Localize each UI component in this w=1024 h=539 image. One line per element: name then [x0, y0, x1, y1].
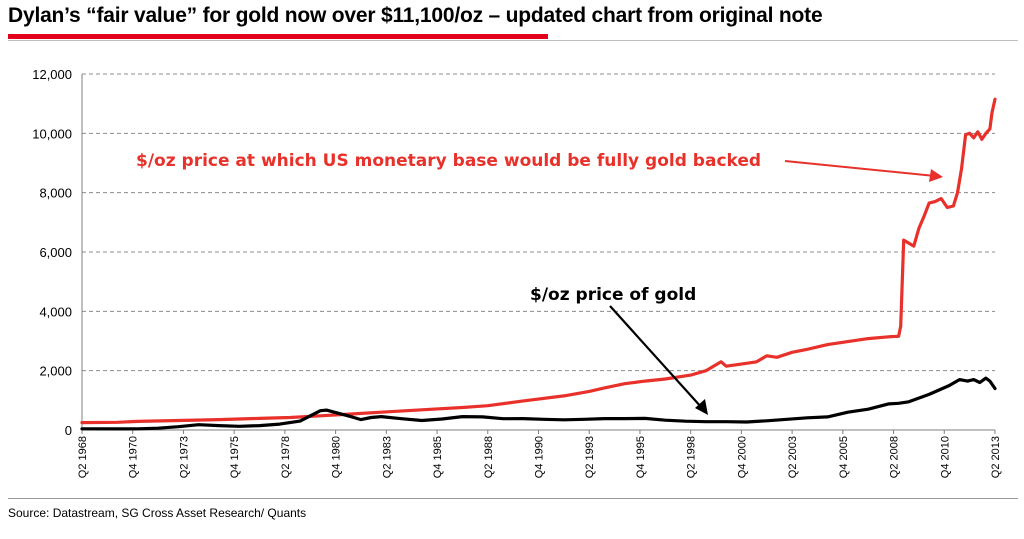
series-line-gold — [80, 376, 997, 431]
x-tick-label: Q2 1988 — [483, 436, 495, 478]
x-tick-label: Q4 2005 — [838, 436, 850, 478]
chart-title: Dylan’s “fair value” for gold now over $… — [8, 4, 823, 27]
title-divider — [8, 40, 1018, 41]
y-tick-label: 4,000 — [39, 304, 72, 319]
x-tick-label: Q2 1998 — [686, 436, 698, 478]
x-tick-label: Q2 1968 — [77, 436, 89, 478]
source-divider — [8, 498, 1018, 499]
x-tick-label: Q2 2003 — [787, 436, 799, 478]
y-tick-label: 12,000 — [32, 67, 72, 82]
x-tick-label: Q4 2010 — [939, 436, 951, 478]
y-tick-label: 10,000 — [32, 126, 72, 141]
x-tick-label: Q2 1993 — [584, 436, 596, 478]
annotation-fair-value: $/oz price at which US monetary base wou… — [136, 151, 761, 171]
x-tick-label: Q4 1975 — [229, 436, 241, 478]
y-tick-label: 2,000 — [39, 364, 72, 379]
y-tick-label: 0 — [65, 423, 72, 438]
x-tick-label: Q4 1990 — [534, 436, 546, 478]
series-group — [80, 97, 997, 431]
x-axis-ticks: Q2 1968 Q4 1970 Q2 1973 Q4 1975 Q2 1978 Q4 19… — [77, 430, 1002, 478]
y-axis-ticks: 0 2,000 4,000 6,000 8,000 10,000 12,000 — [32, 67, 72, 438]
x-tick-label: Q2 1973 — [178, 436, 190, 478]
annotation-fair-value-arrow — [784, 160, 936, 177]
y-tick-label: 6,000 — [39, 245, 72, 260]
annotation-fair-value-arrowhead — [929, 169, 943, 182]
annotation-gold-arrowhead — [695, 399, 708, 415]
x-tick-label: Q4 1980 — [331, 436, 343, 478]
y-tick-label: 8,000 — [39, 186, 72, 201]
x-tick-label: Q4 1985 — [432, 436, 444, 478]
x-tick-label: Q2 1978 — [280, 436, 292, 478]
annotation-gold-arrow — [609, 305, 703, 409]
x-tick-label: Q4 2000 — [736, 436, 748, 478]
title-accent-bar — [8, 34, 548, 39]
x-tick-label: Q2 2013 — [990, 436, 1002, 478]
x-tick-label: Q2 2008 — [889, 436, 901, 478]
annotations: $/oz price at which US monetary base wou… — [136, 151, 943, 415]
annotation-gold-price: $/oz price of gold — [530, 285, 696, 305]
x-tick-label: Q4 1995 — [635, 436, 647, 478]
x-tick-label: Q2 1983 — [381, 436, 393, 478]
source-note: Source: Datastream, SG Cross Asset Resea… — [8, 506, 307, 520]
gridlines — [82, 73, 995, 372]
series-line-fair_value — [80, 97, 997, 425]
x-tick-label: Q4 1970 — [128, 436, 140, 478]
